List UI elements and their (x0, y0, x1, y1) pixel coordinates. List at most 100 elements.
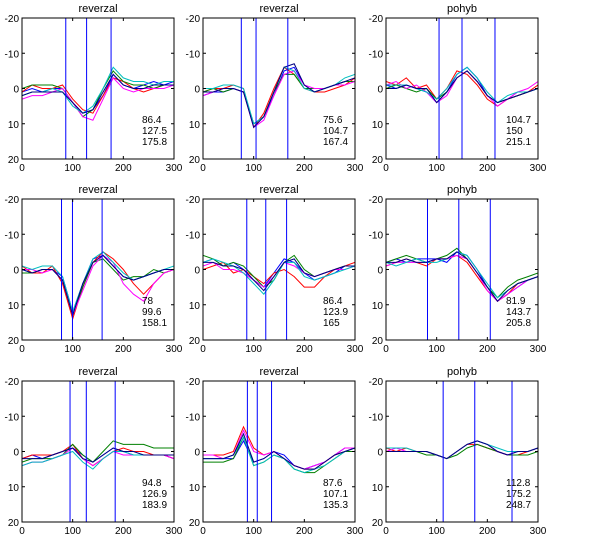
series-line-4 (386, 254, 538, 302)
y-tick-label: 20 (372, 336, 384, 347)
y-tick-label: 20 (372, 155, 384, 166)
x-tick-label: 200 (296, 344, 313, 355)
annotation-value: 75.6 (323, 115, 343, 126)
y-tick-label: 10 (372, 301, 384, 312)
annotation-value: 81.9 (506, 296, 526, 307)
x-tick-label: 300 (347, 344, 364, 355)
annotation-value: 86.4 (142, 115, 162, 126)
y-tick-label: 20 (189, 518, 201, 529)
y-tick-label: 10 (8, 120, 20, 131)
x-tick-label: 0 (383, 163, 389, 174)
y-tick-label: 0 (13, 85, 19, 96)
annotation-value: 150 (506, 126, 523, 137)
annotation-value: 126.9 (142, 489, 167, 500)
annotation-value: 112.8 (506, 478, 531, 489)
y-tick-label: -20 (186, 195, 201, 206)
series-line-6 (203, 63, 355, 129)
y-tick-label: 20 (8, 518, 20, 529)
annotation-value: 175.8 (142, 137, 167, 148)
x-tick-label: 100 (428, 526, 445, 537)
x-tick-label: 100 (428, 163, 445, 174)
y-tick-label: 10 (189, 120, 201, 131)
y-tick-label: -20 (369, 377, 384, 388)
annotation-value: 104.7 (323, 126, 348, 137)
plot-area (386, 199, 538, 340)
annotation-value: 215.1 (506, 137, 531, 148)
annotation-value: 123.9 (323, 307, 348, 318)
annotation-value: 78 (142, 296, 154, 307)
y-tick-label: 10 (189, 483, 201, 494)
annotation-value: 127.5 (142, 126, 167, 137)
x-tick-label: 300 (530, 526, 547, 537)
x-tick-label: 300 (530, 344, 547, 355)
y-tick-label: -10 (5, 49, 20, 60)
y-tick-label: -20 (369, 195, 384, 206)
y-tick-label: -20 (5, 14, 20, 25)
series-line-4 (22, 77, 174, 121)
annotation-value: 205.8 (506, 318, 531, 329)
series-line-1 (22, 73, 174, 114)
series-line-2 (203, 66, 355, 129)
series-line-3 (22, 440, 174, 463)
y-tick-label: 0 (377, 85, 383, 96)
x-tick-label: 300 (347, 163, 364, 174)
x-tick-label: 300 (166, 163, 183, 174)
x-tick-label: 0 (200, 163, 206, 174)
x-tick-label: 200 (479, 163, 496, 174)
y-tick-label: -20 (369, 14, 384, 25)
x-tick-label: 0 (383, 526, 389, 537)
series-line-2 (203, 425, 355, 470)
series-line-4 (386, 440, 538, 460)
annotation-value: 86.4 (323, 296, 343, 307)
subplot-title: reverzal (78, 184, 117, 196)
y-tick-label: 0 (194, 266, 200, 277)
x-tick-label: 0 (19, 344, 25, 355)
series-line-6 (386, 440, 538, 460)
annotation-value: 135.3 (323, 500, 348, 511)
series-line-5 (386, 440, 538, 460)
y-tick-label: -10 (369, 230, 384, 241)
x-tick-label: 0 (19, 526, 25, 537)
y-tick-label: 0 (13, 448, 19, 459)
annotation-value: 94.8 (142, 478, 162, 489)
y-tick-label: -10 (5, 230, 20, 241)
y-tick-label: 10 (372, 120, 384, 131)
x-tick-label: 200 (296, 526, 313, 537)
x-tick-label: 200 (296, 163, 313, 174)
y-tick-label: 20 (8, 336, 20, 347)
subplot-title: reverzal (259, 3, 298, 15)
annotation-value: 143.7 (506, 307, 531, 318)
y-tick-label: -10 (186, 49, 201, 60)
plot-area (203, 381, 355, 522)
subplot-title: reverzal (78, 3, 117, 15)
series-line-6 (22, 447, 174, 463)
plot-area (386, 381, 538, 522)
x-tick-label: 100 (64, 163, 81, 174)
x-tick-label: 300 (347, 526, 364, 537)
x-tick-label: 200 (115, 344, 132, 355)
series-line-1 (386, 440, 538, 460)
series-line-2 (22, 77, 174, 114)
subplot-title: pohyb (447, 366, 477, 378)
subplot-title: reverzal (259, 184, 298, 196)
x-tick-label: 0 (19, 163, 25, 174)
y-tick-label: -20 (5, 377, 20, 388)
y-tick-label: -10 (186, 230, 201, 241)
annotation-value: 183.9 (142, 500, 167, 511)
x-tick-label: 0 (383, 344, 389, 355)
plot-area (22, 199, 174, 340)
x-tick-label: 100 (428, 344, 445, 355)
x-tick-label: 0 (200, 344, 206, 355)
subplot-title: reverzal (78, 366, 117, 378)
y-tick-label: 20 (189, 155, 201, 166)
annotation-value: 165 (323, 318, 340, 329)
x-tick-label: 100 (64, 344, 81, 355)
annotation-value: 87.6 (323, 478, 343, 489)
annotation-value: 107.1 (323, 489, 348, 500)
y-tick-label: 10 (8, 301, 20, 312)
subplot-title: reverzal (259, 366, 298, 378)
